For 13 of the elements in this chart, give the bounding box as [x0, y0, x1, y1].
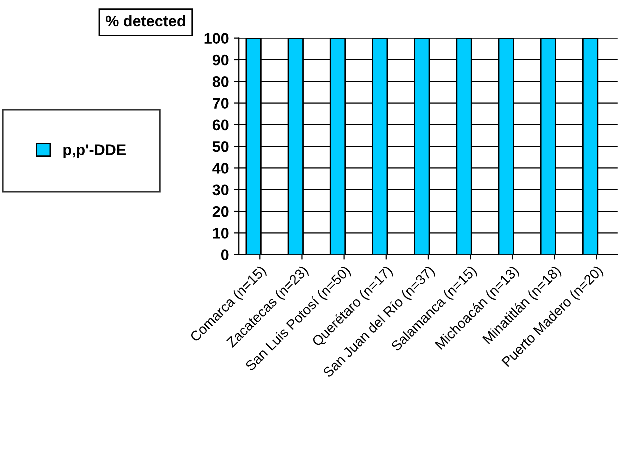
y-tick-label: 100 — [204, 33, 229, 44]
y-tick-label: 10 — [213, 228, 229, 239]
y-tick-label: 70 — [213, 98, 229, 109]
y-tick-label: 0 — [221, 250, 229, 260]
y-tick-label: 60 — [212, 120, 229, 131]
y-tick-label: 30 — [212, 184, 229, 196]
y-tick-label: 40 — [212, 163, 229, 174]
legend-label: p,p'-DDE — [64, 144, 126, 158]
y-tick-label: 90 — [212, 54, 229, 66]
y-tick-label: 20 — [212, 206, 229, 218]
chart-title: % detected — [106, 15, 186, 27]
y-tick-label: 80 — [212, 76, 229, 88]
y-tick-label: 50 — [212, 141, 229, 152]
